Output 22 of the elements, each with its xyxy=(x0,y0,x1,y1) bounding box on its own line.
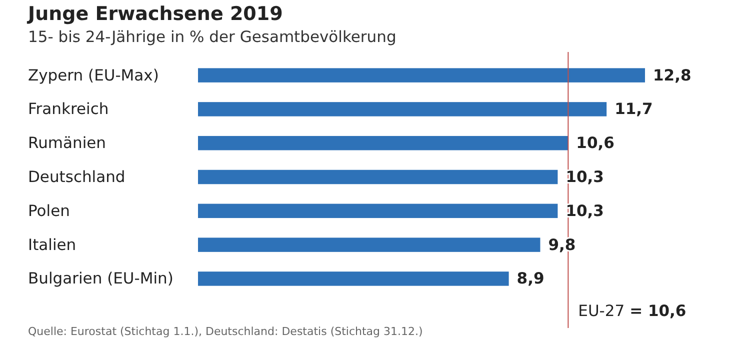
bar xyxy=(198,102,607,116)
ref-line-label: EU-27 = 10,6 xyxy=(578,302,686,320)
y-tick-label: Polen xyxy=(28,202,70,220)
y-tick-label: Frankreich xyxy=(28,100,109,118)
annotation: Quelle: Eurostat (Stichtag 1.1.), Deutschland: Destatis (Stichtag 31.12.) xyxy=(28,325,423,338)
bar xyxy=(198,170,558,184)
bar xyxy=(198,204,558,218)
data-label: 10,6 xyxy=(576,134,614,152)
y-tick-label: Deutschland xyxy=(28,168,126,186)
y-tick-label: Bulgarien (EU-Min) xyxy=(28,270,174,288)
y-tick-label: Zypern (EU-Max) xyxy=(28,66,159,84)
bar xyxy=(198,272,509,286)
y-tick-label: Rumänien xyxy=(28,134,106,152)
data-label: 12,8 xyxy=(653,66,692,84)
bar xyxy=(198,68,645,82)
chart-subtitle: 15- bis 24-Jährige in % der Gesamtbevölkerung xyxy=(28,28,396,46)
bar xyxy=(198,136,568,150)
bar xyxy=(198,238,540,252)
y-tick-label: Italien xyxy=(28,236,76,254)
data-label: 11,7 xyxy=(614,100,653,118)
data-label: 8,9 xyxy=(516,270,544,288)
chart-title: Junge Erwachsene 2019 xyxy=(26,3,283,25)
